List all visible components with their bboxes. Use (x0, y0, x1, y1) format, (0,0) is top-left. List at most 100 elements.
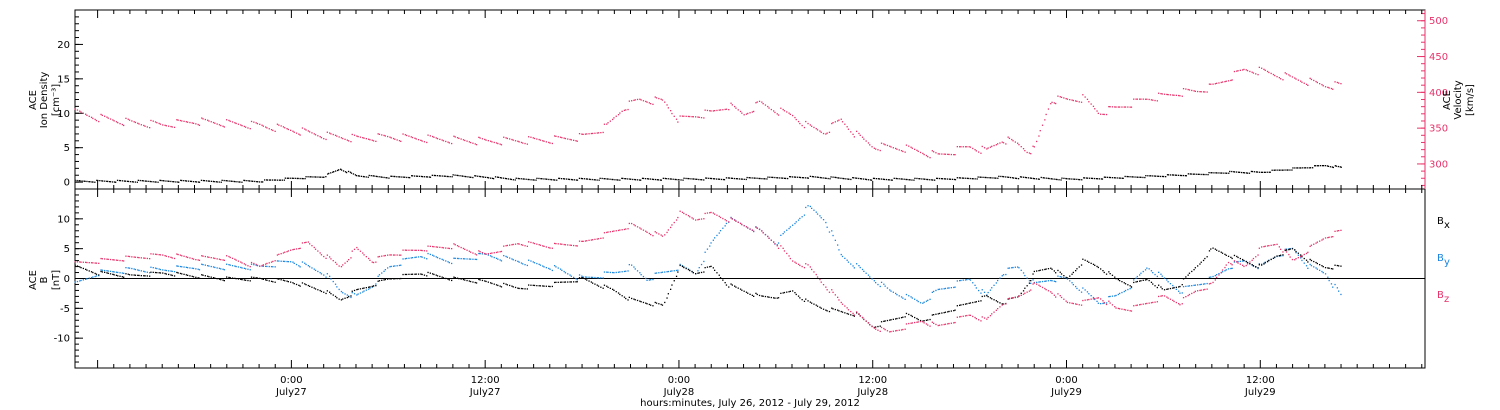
bx-series-point (730, 283, 732, 285)
ion-density-series-point (517, 177, 519, 180)
by-series-point (202, 264, 204, 266)
by-series-point (783, 231, 786, 233)
bx-series-point (442, 277, 445, 279)
bx-series-point (545, 285, 547, 287)
x-tick-date-label: July28 (856, 387, 888, 398)
velocity-series-point (1220, 81, 1222, 84)
bz-series-point (1030, 289, 1032, 291)
bz-series-point (241, 262, 243, 264)
bz-series-point (319, 252, 321, 254)
by-series-point (520, 262, 523, 264)
velocity-series-point (570, 139, 572, 141)
bz-series-point (195, 259, 197, 261)
bx-series-point (1111, 274, 1114, 276)
top-right-ylabel-line2: Velocity (1453, 80, 1464, 119)
ion-density-series-point (96, 179, 98, 181)
by-series-point (892, 291, 894, 293)
ion-density-series-point (759, 177, 761, 180)
by-series-point (442, 259, 445, 261)
velocity-series-point (1012, 140, 1014, 142)
bz-series-point (357, 248, 359, 251)
ion-density-series-point (1100, 178, 1103, 180)
ion-density-series-point (550, 178, 552, 181)
bx-series-point (1200, 261, 1202, 263)
bx-series-point (1088, 261, 1090, 263)
by-series-point (408, 257, 410, 259)
by-series-point (980, 292, 982, 294)
by-series-point (1100, 303, 1102, 305)
by-series-point (1072, 284, 1074, 286)
ion-density-series-point (1335, 165, 1337, 167)
ion-density-series-point (1157, 175, 1159, 177)
bz-series-point (1336, 230, 1338, 232)
bz-series-point (436, 246, 439, 248)
bz-series-point (231, 257, 234, 259)
ion-density-series-point (1169, 174, 1172, 176)
ion-density-series-point (1251, 170, 1254, 173)
ion-density-series-point (870, 179, 873, 181)
bx-series-point (533, 284, 536, 287)
bz-series-point (1316, 241, 1318, 243)
by-series-point (1163, 277, 1166, 279)
ion-density-series-point (1045, 177, 1047, 179)
velocity-series-point (1225, 80, 1227, 82)
bx-series-point (134, 274, 137, 276)
ion-density-series-point (656, 179, 658, 181)
bz-series-point (846, 307, 848, 309)
ion-density-series-point (213, 181, 215, 183)
velocity-series-point (554, 135, 556, 137)
bz-series-point (1127, 309, 1129, 311)
velocity-series-point (1020, 146, 1022, 148)
bz-series-point (671, 224, 673, 226)
bz-series-point (929, 325, 931, 327)
bz-series-point (490, 252, 492, 255)
bx-series-point (841, 311, 844, 313)
velocity-series-point (88, 115, 90, 117)
bx-series-point (1097, 266, 1099, 269)
by-series-point (911, 297, 913, 299)
by-series-point (709, 245, 711, 247)
bx-series-point (606, 285, 608, 287)
velocity-series-point (706, 109, 709, 112)
velocity-series-point (152, 120, 154, 122)
ion-density-series-point (692, 178, 694, 180)
bx-series-point (890, 319, 892, 321)
velocity-series-point (447, 141, 449, 143)
velocity-series-point (362, 137, 364, 139)
x-tick-time-label: 0:00 (280, 375, 302, 386)
bz-series-point (828, 291, 831, 293)
bz-series-point (954, 321, 956, 324)
bx-series-point (305, 284, 307, 286)
by-series-point (398, 264, 401, 267)
ion-density-series-point (596, 179, 598, 181)
velocity-series-point (974, 149, 976, 151)
ion-density-series-point (966, 177, 968, 179)
by-series-point (1011, 267, 1013, 269)
ion-density-series-point (223, 179, 225, 182)
ion-density-series-point (1273, 169, 1275, 171)
by-series-point (1152, 272, 1154, 274)
ion-density-series-point (772, 176, 774, 179)
bz-series-point (187, 256, 189, 259)
bz-series-point (1063, 298, 1065, 300)
bx-series-point (1316, 262, 1318, 265)
bx-series-point (192, 276, 195, 278)
ion-density-series-point (594, 179, 596, 181)
bz-series-point (255, 263, 257, 266)
ion-density-series-point (657, 179, 659, 181)
by-series-point (1237, 260, 1239, 263)
ion-density-series-point (1213, 172, 1215, 174)
bx-series-point (520, 287, 523, 290)
bx-series-point (240, 278, 242, 280)
ion-density-series-point (230, 180, 232, 182)
velocity-series-point (326, 131, 328, 133)
velocity-series-point (1216, 82, 1218, 84)
bx-series-point (146, 275, 148, 277)
bz-series-point (621, 229, 623, 231)
ion-density-series-point (1278, 169, 1280, 171)
bz-series-point (861, 316, 864, 319)
ion-density-series-point (1017, 178, 1020, 180)
ion-density-series-point (165, 180, 167, 182)
bz-series-point (1066, 301, 1069, 304)
by-series-point (164, 269, 166, 271)
